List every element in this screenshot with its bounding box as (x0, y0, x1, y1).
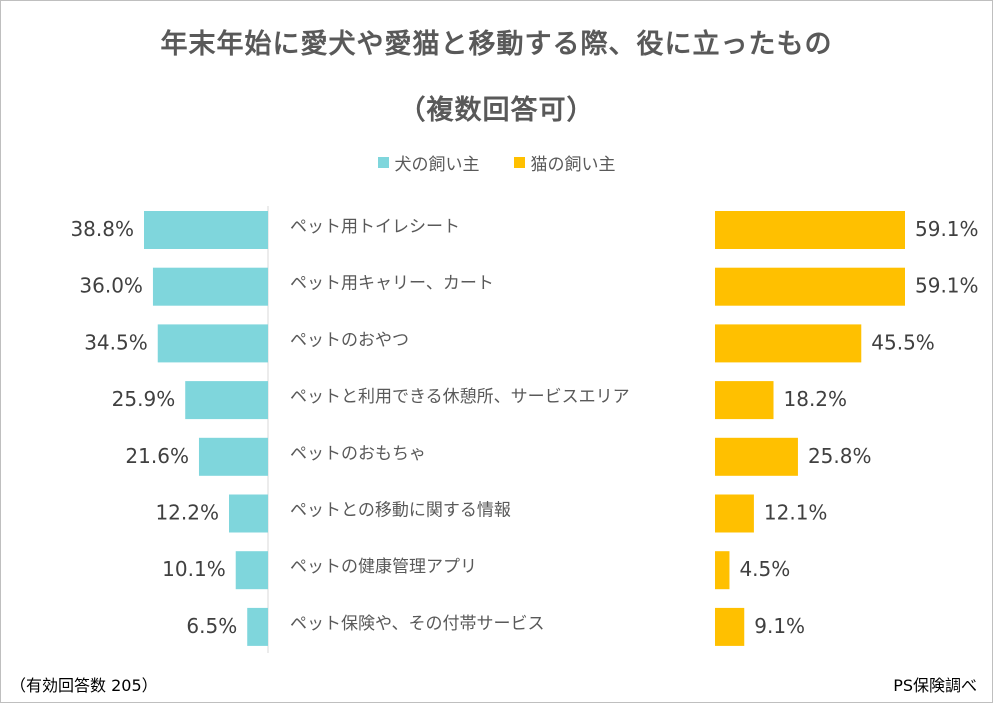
legend-swatch-cat (513, 157, 525, 168)
dog-value-label-3: 25.9% (112, 387, 176, 411)
cat-bar-0 (715, 211, 905, 249)
dog-value-label-7: 6.5% (186, 614, 237, 638)
cat-bar-2 (715, 324, 862, 363)
cat-bar-7 (715, 607, 745, 646)
dog-bar-2 (157, 324, 268, 363)
chart-title: 年末年始に愛犬や愛猫と移動する際、役に立ったもの (160, 29, 833, 60)
cat-value-label-7: 9.1% (754, 614, 805, 638)
dog-bar-7 (247, 607, 268, 646)
dog-bar-6 (235, 551, 268, 590)
cat-value-label-6: 4.5% (739, 557, 790, 581)
dog-value-label-6: 10.1% (162, 557, 226, 581)
cat-value-label-2: 45.5% (871, 330, 935, 354)
cat-value-label-4: 25.8% (808, 444, 872, 468)
cat-bar-3 (715, 381, 774, 420)
dog-bar-0 (144, 211, 268, 249)
cat-bar-4 (715, 437, 798, 476)
cat-bar-6 (715, 551, 730, 590)
dog-value-label-0: 38.8% (70, 217, 134, 241)
source-note: PS保険調べ (893, 676, 977, 695)
dog-value-label-4: 21.6% (125, 444, 189, 468)
cat-value-label-3: 18.2% (784, 387, 848, 411)
dog-bar-3 (185, 381, 268, 420)
dog-bar-1 (152, 267, 268, 306)
category-label-6: ペットの健康管理アプリ (290, 557, 477, 577)
cat-bar-5 (715, 494, 754, 533)
legend-item-dog: 犬の飼い主 (377, 150, 480, 175)
legend-swatch-dog (377, 157, 389, 168)
dog-value-label-5: 12.2% (155, 501, 219, 525)
legend-item-cat: 猫の飼い主 (513, 150, 616, 175)
chart-subtitle: （複数回答可） (398, 95, 595, 126)
legend-label-dog: 犬の飼い主 (394, 155, 480, 175)
category-label-3: ペットと利用できる休憩所、サービスエリア (290, 387, 630, 407)
cat-value-label-0: 59.1% (915, 217, 979, 241)
category-label-0: ペット用トイレシート (290, 217, 460, 237)
dog-bar-4 (198, 437, 268, 476)
legend-label-cat: 猫の飼い主 (530, 155, 616, 175)
dog-value-label-1: 36.0% (79, 274, 143, 298)
cat-value-label-5: 12.1% (764, 501, 828, 525)
dog-bar-5 (229, 494, 268, 533)
dog-value-label-2: 34.5% (84, 330, 148, 354)
cat-value-label-1: 59.1% (915, 274, 979, 298)
legend: 犬の飼い主 猫の飼い主 (0, 150, 993, 175)
cat-bar-1 (715, 267, 905, 306)
category-label-4: ペットのおもちゃ (290, 444, 426, 464)
sample-size-note: （有効回答数 205） (10, 676, 158, 695)
category-label-7: ペット保険や、その付帯サービス (290, 614, 545, 634)
category-label-2: ペットのおやつ (290, 330, 409, 350)
category-label-5: ペットとの移動に関する情報 (290, 501, 511, 521)
category-label-1: ペット用キャリー、カート (290, 274, 494, 294)
